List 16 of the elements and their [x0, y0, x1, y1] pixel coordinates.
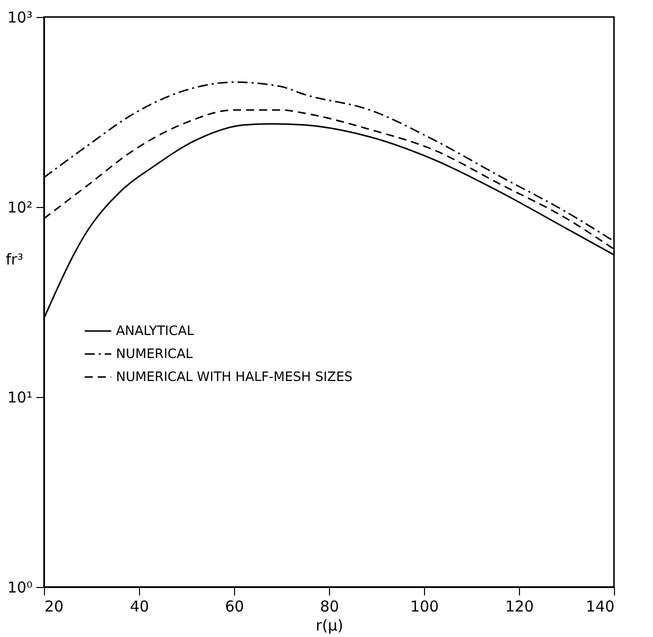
x-tick-label: 120 [505, 598, 534, 616]
legend-label: NUMERICAL WITH HALF-MESH SIZES [116, 370, 353, 385]
x-axis-title: r(μ) [316, 616, 344, 634]
x-tick-label: 40 [130, 598, 150, 616]
x-tick-label: 140 [586, 598, 614, 616]
y-axis-title: fr³ [6, 250, 24, 268]
legend-label: NUMERICAL [116, 347, 194, 362]
y-tick-label: 10⁰ [7, 578, 32, 596]
y-tick-label: 10¹ [7, 388, 32, 406]
x-tick-label: 100 [410, 598, 439, 616]
x-tick-label: 80 [320, 598, 340, 616]
y-tick-label: 10² [7, 198, 32, 216]
x-tick-label: 20 [44, 598, 64, 616]
legend-label: ANALYTICAL [116, 324, 195, 339]
x-tick-label: 60 [224, 598, 244, 616]
y-tick-label: 10³ [7, 8, 32, 26]
